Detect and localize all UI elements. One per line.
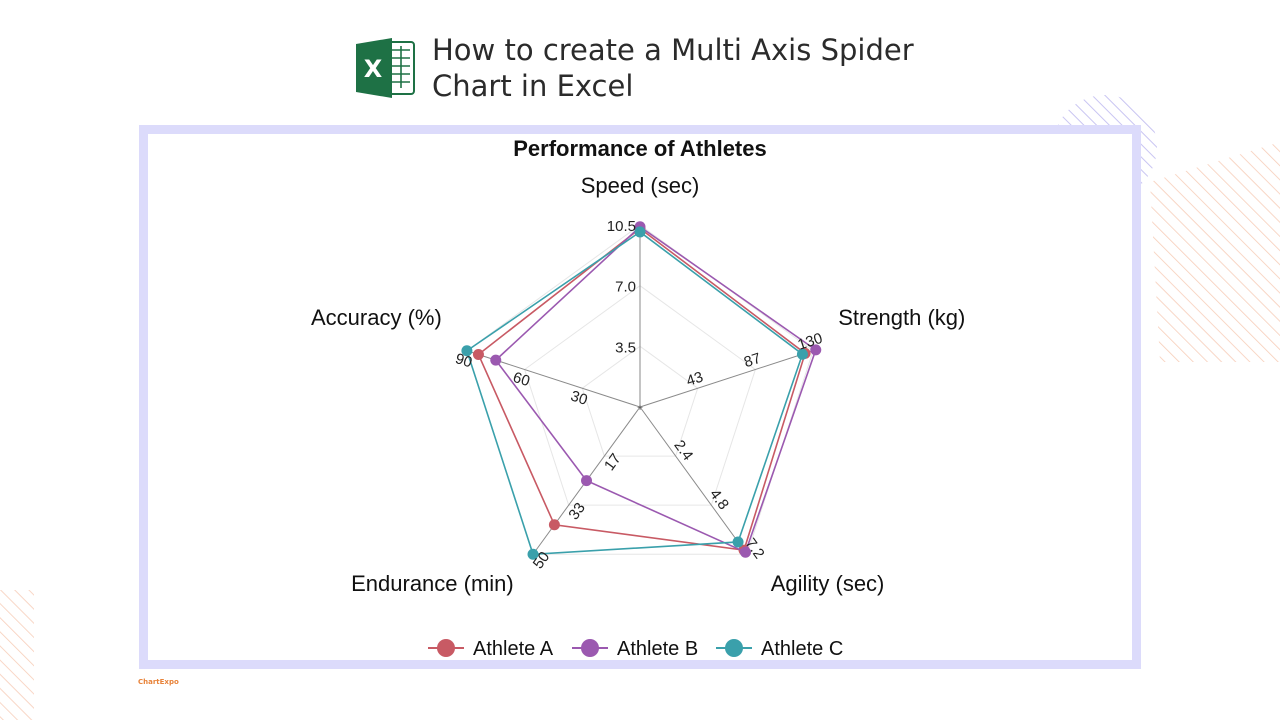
decorative-stripes-bottom-left (0, 590, 34, 720)
data-point (810, 344, 822, 356)
legend-marker (725, 639, 743, 657)
axis-line-2 (639, 406, 748, 555)
tick-label: 10.5 (607, 218, 636, 235)
legend-label: Athlete B (617, 638, 698, 660)
axis-label: Agility (sec) (771, 571, 885, 596)
tick-label: 50 (530, 549, 554, 572)
legend-label: Athlete C (761, 638, 843, 660)
data-point (732, 536, 744, 548)
legend-item: Athlete A (428, 638, 554, 660)
tick-label: 33 (565, 500, 589, 523)
tick-label: 2.4 (670, 437, 696, 464)
data-point (634, 226, 646, 238)
series-line-athlete-b (494, 225, 817, 554)
page-title-line-2: Chart in Excel (432, 69, 634, 103)
axis-label: Strength (kg) (838, 305, 965, 330)
axis-line-1 (639, 350, 814, 408)
series-line-athlete-a (477, 227, 807, 552)
tick-label: 17 (601, 451, 625, 474)
data-point (581, 475, 593, 487)
legend-marker (437, 639, 455, 657)
legend-item: Athlete C (716, 638, 843, 660)
legend-label: Athlete A (473, 638, 554, 660)
tick-label: 60 (511, 369, 532, 390)
data-point (472, 349, 484, 361)
legend-item: Athlete B (572, 638, 698, 660)
data-point (739, 546, 751, 558)
legend-marker (581, 639, 599, 657)
center-mark: + (637, 403, 643, 414)
brand-logo: ChartExpo (138, 678, 179, 686)
chart-title: Performance of Athletes (513, 136, 766, 161)
data-point (527, 548, 539, 560)
axis-label: Endurance (min) (351, 571, 514, 596)
tick-label: 4.8 (706, 486, 732, 513)
series-line-athlete-c (465, 230, 804, 556)
axis-label: Speed (sec) (581, 173, 700, 198)
tick-label: 7.2 (742, 535, 768, 562)
tick-label: 43 (684, 369, 705, 390)
data-point (796, 348, 808, 360)
chart-grid: + (466, 224, 814, 555)
data-point (461, 345, 473, 357)
tick-label: 90 (453, 350, 474, 371)
tick-label: 30 (568, 388, 589, 409)
page-title-line-1: How to create a Multi Axis Spider (432, 33, 914, 67)
page-title: How to create a Multi Axis Spider Chart … (432, 32, 992, 104)
tick-label: 87 (742, 350, 763, 371)
tick-label: 3.5 (615, 339, 636, 356)
chart-series (461, 221, 822, 560)
tick-label: 7.0 (615, 279, 636, 296)
excel-logo-letter: X (364, 55, 383, 83)
page-header: X How to create a Multi Axis Spider Char… (356, 30, 996, 106)
axis-label: Accuracy (%) (311, 305, 442, 330)
grid-ring-3 (466, 224, 814, 555)
grid-ring-1 (581, 345, 699, 457)
tick-label: 130 (796, 330, 825, 354)
data-point (548, 519, 560, 531)
excel-logo-icon: X (356, 38, 415, 98)
chart-legend: Athlete A Athlete B Athlete C (428, 638, 843, 660)
data-point (490, 354, 502, 366)
